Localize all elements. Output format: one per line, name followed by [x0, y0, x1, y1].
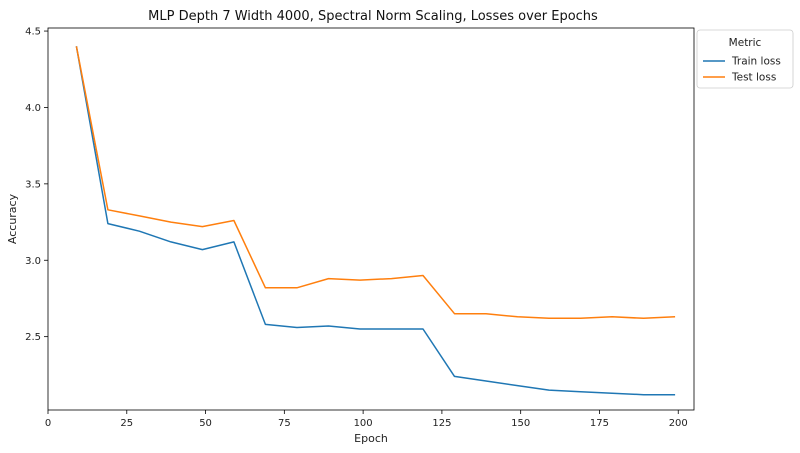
- plot-area: [47, 27, 695, 411]
- x-tick-label: 75: [278, 418, 291, 429]
- x-tick-label: 100: [354, 418, 373, 429]
- series-line-test-loss: [75, 46, 676, 320]
- legend-box: [696, 29, 794, 89]
- y-axis: 2.5 3.0 3.5 4.0 4.5: [25, 27, 48, 343]
- y-tick-label: 2.5: [25, 332, 41, 343]
- y-tick-label: 3.5: [25, 179, 41, 190]
- x-tick-label: 200: [669, 418, 688, 429]
- x-axis: 0 25 50 75 100 125 150 175 200: [45, 410, 688, 429]
- x-tick-label: 25: [120, 418, 133, 429]
- x-tick-label: 150: [511, 418, 530, 429]
- y-tick-label: 3.0: [25, 256, 41, 267]
- x-axis-label: Epoch: [354, 432, 388, 445]
- legend: Metric Train loss Test loss: [696, 29, 794, 89]
- y-axis-label: Accuracy: [6, 193, 19, 244]
- x-tick-label: 125: [432, 418, 451, 429]
- chart-title: MLP Depth 7 Width 4000, Spectral Norm Sc…: [148, 9, 598, 24]
- legend-label: Train loss: [731, 56, 781, 68]
- x-tick-label: 50: [199, 418, 212, 429]
- y-tick-label: 4.0: [25, 103, 41, 114]
- legend-label: Test loss: [731, 72, 776, 84]
- series-layer: [75, 46, 676, 396]
- x-tick-label: 0: [45, 418, 51, 429]
- y-tick-label: 4.5: [25, 27, 41, 38]
- x-tick-label: 175: [590, 418, 609, 429]
- series-line-train-loss: [75, 46, 676, 396]
- legend-title: Metric: [729, 37, 762, 49]
